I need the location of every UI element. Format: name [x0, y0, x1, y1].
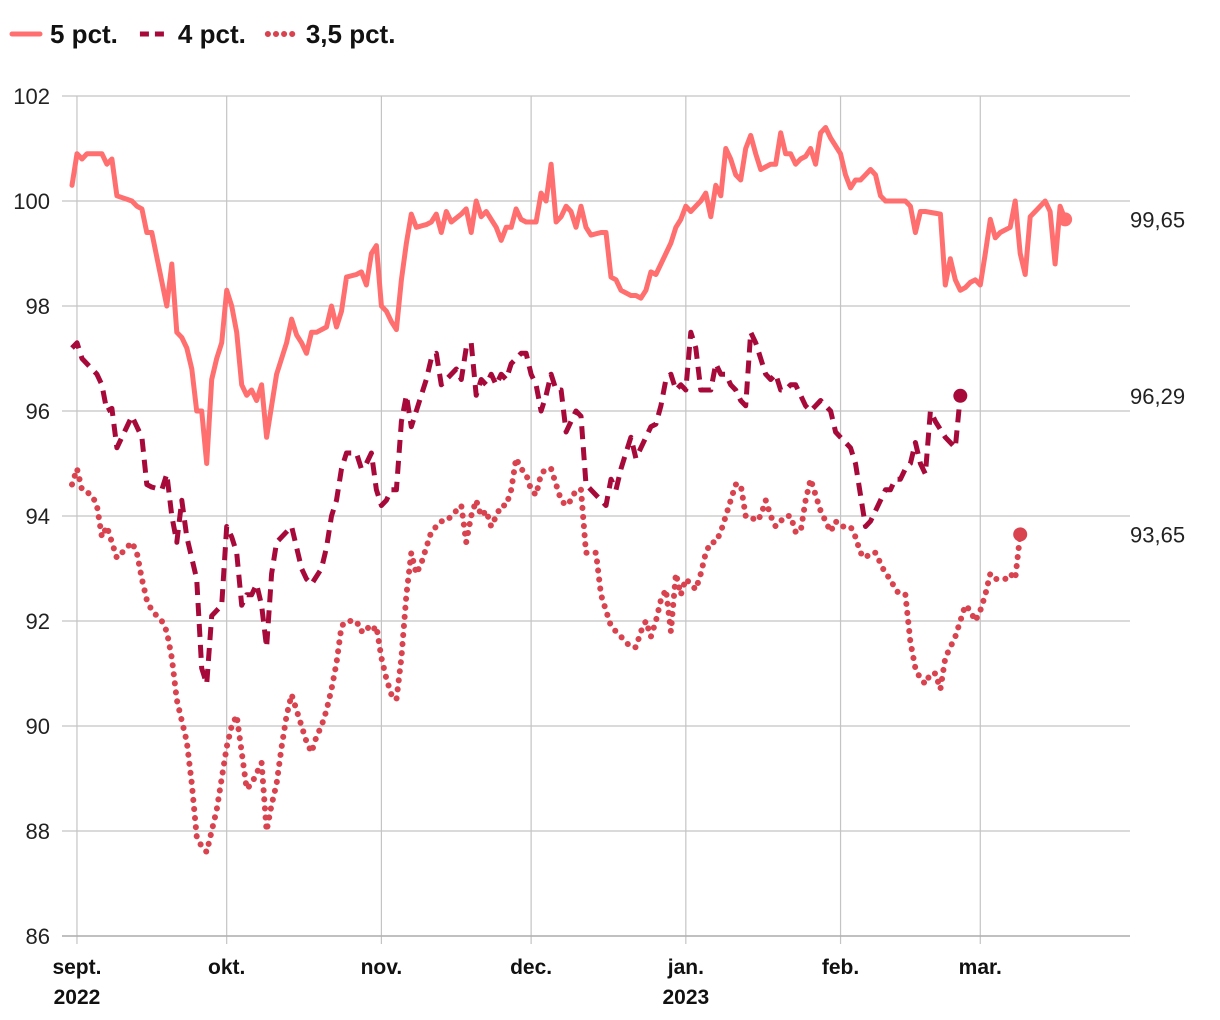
legend-label: 3,5 pct.: [306, 19, 396, 49]
series-line-1: [69, 125, 1068, 466]
y-tick-label: 90: [26, 714, 50, 739]
x-axis: sept. 2022 okt. nov. dec. jan. 2023 feb. mar.: [52, 956, 1001, 1009]
grid-lines: [62, 95, 1130, 944]
x-tick-year-label: 2023: [662, 986, 709, 1009]
x-tick-year-label: 2022: [54, 986, 101, 1009]
legend-label: 5 pct.: [50, 19, 118, 49]
end-point-marker: [1013, 527, 1028, 542]
x-tick-label: sept.: [52, 956, 101, 979]
x-tick-label: dec.: [510, 956, 552, 979]
x-tick-label: jan.: [667, 956, 704, 979]
y-tick-label: 102: [13, 84, 50, 109]
y-axis: 86 88 90 92 94 96 98 100 102: [13, 84, 50, 949]
x-tick-label: mar.: [959, 956, 1002, 979]
end-point-marker: [1058, 212, 1073, 227]
series-line-2: [70, 329, 963, 687]
y-tick-label: 86: [26, 924, 50, 949]
end-point-marker: [953, 388, 968, 403]
x-tick-label: okt.: [208, 956, 245, 979]
y-tick-label: 96: [26, 399, 50, 424]
y-tick-label: 94: [26, 504, 50, 529]
series-lines: [69, 125, 1068, 855]
end-value-label: 93,65: [1130, 522, 1185, 547]
y-tick-label: 98: [26, 294, 50, 319]
x-tick-label: feb.: [822, 956, 859, 979]
legend-label: 4 pct.: [178, 19, 246, 49]
y-tick-label: 92: [26, 609, 50, 634]
legend: 5 pct. 4 pct. 3,5 pct.: [9, 19, 396, 49]
end-value-label: 99,65: [1130, 207, 1185, 232]
y-tick-label: 100: [13, 189, 50, 214]
x-tick-label: nov.: [361, 956, 403, 979]
y-tick-label: 88: [26, 819, 50, 844]
series-line-3: [69, 455, 1024, 855]
end-value-label: 96,29: [1130, 384, 1185, 409]
end-markers: 99,65 96,29 93,65: [953, 207, 1185, 547]
